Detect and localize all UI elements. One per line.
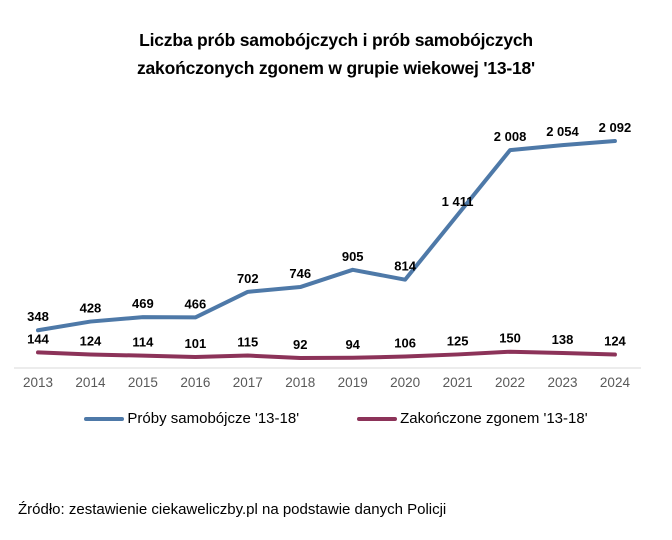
data-label-attempts: 428 — [80, 301, 102, 316]
x-axis-label: 2014 — [75, 375, 106, 390]
legend-label-attempts: Próby samobójcze '13-18' — [127, 410, 300, 427]
data-label-attempts: 2 054 — [546, 124, 579, 139]
x-axis-label: 2016 — [180, 375, 210, 390]
data-label-attempts: 702 — [237, 271, 259, 286]
data-label-deaths: 124 — [80, 334, 102, 349]
data-label-attempts: 814 — [394, 259, 416, 274]
series-line-attempts — [36, 139, 617, 333]
x-axis-label: 2024 — [600, 375, 631, 390]
data-label-attempts: 469 — [132, 296, 154, 311]
data-label-attempts: 2 008 — [494, 129, 527, 144]
data-label-attempts: 905 — [342, 249, 364, 264]
data-label-attempts: 348 — [27, 309, 49, 324]
data-label-deaths: 94 — [345, 337, 360, 352]
legend-item-deaths: Zakończone zgonem '13-18' — [357, 410, 588, 427]
data-label-deaths: 144 — [27, 331, 49, 346]
legend-item-attempts: Próby samobójcze '13-18' — [84, 410, 299, 427]
line-chart: 348 428 469 466 702 746 905 814 1 411 2 008 2 054 2… — [14, 120, 641, 390]
data-label-deaths: 125 — [447, 333, 469, 348]
data-label-deaths: 115 — [237, 335, 258, 350]
legend-line-swatch-deaths — [357, 416, 398, 421]
data-label-deaths: 114 — [132, 335, 154, 350]
data-label-deaths: 150 — [499, 331, 521, 346]
legend-line-swatch-attempts — [84, 416, 125, 421]
x-axis-label: 2017 — [233, 375, 263, 390]
chart-legend: Próby samobójcze '13-18' Zakończone zgon… — [0, 410, 672, 427]
x-axis-label: 2023 — [547, 375, 577, 390]
x-axis-label: 2022 — [495, 375, 525, 390]
series-line-deaths — [36, 349, 617, 361]
data-label-deaths: 101 — [184, 336, 206, 351]
data-label-attempts: 1 411 — [442, 194, 474, 209]
source-caption: Źródło: zestawienie ciekaweliczby.pl na … — [18, 501, 447, 518]
data-label-attempts: 746 — [289, 266, 311, 281]
chart-title-line2: zakończonych zgonem w grupie wiekowej '1… — [136, 58, 536, 78]
data-label-deaths: 138 — [552, 332, 574, 347]
data-label-deaths: 124 — [604, 334, 626, 349]
x-axis-label: 2013 — [23, 375, 53, 390]
x-axis-label: 2019 — [338, 375, 368, 390]
chart-title: Liczba prób samobójczych i prób samobójc… — [0, 26, 672, 82]
chart-title-line1: Liczba prób samobójczych i prób samobójc… — [139, 30, 533, 50]
x-axis-label: 2018 — [285, 375, 315, 390]
x-axis-label: 2015 — [128, 375, 158, 390]
data-label-deaths: 106 — [394, 335, 416, 350]
legend-label-deaths: Zakończone zgonem '13-18' — [400, 410, 588, 427]
data-label-attempts: 2 092 — [599, 120, 632, 135]
data-label-deaths: 92 — [293, 337, 307, 352]
data-label-attempts: 466 — [184, 296, 206, 311]
x-axis-label: 2021 — [443, 375, 473, 390]
x-axis-label: 2020 — [390, 375, 420, 390]
